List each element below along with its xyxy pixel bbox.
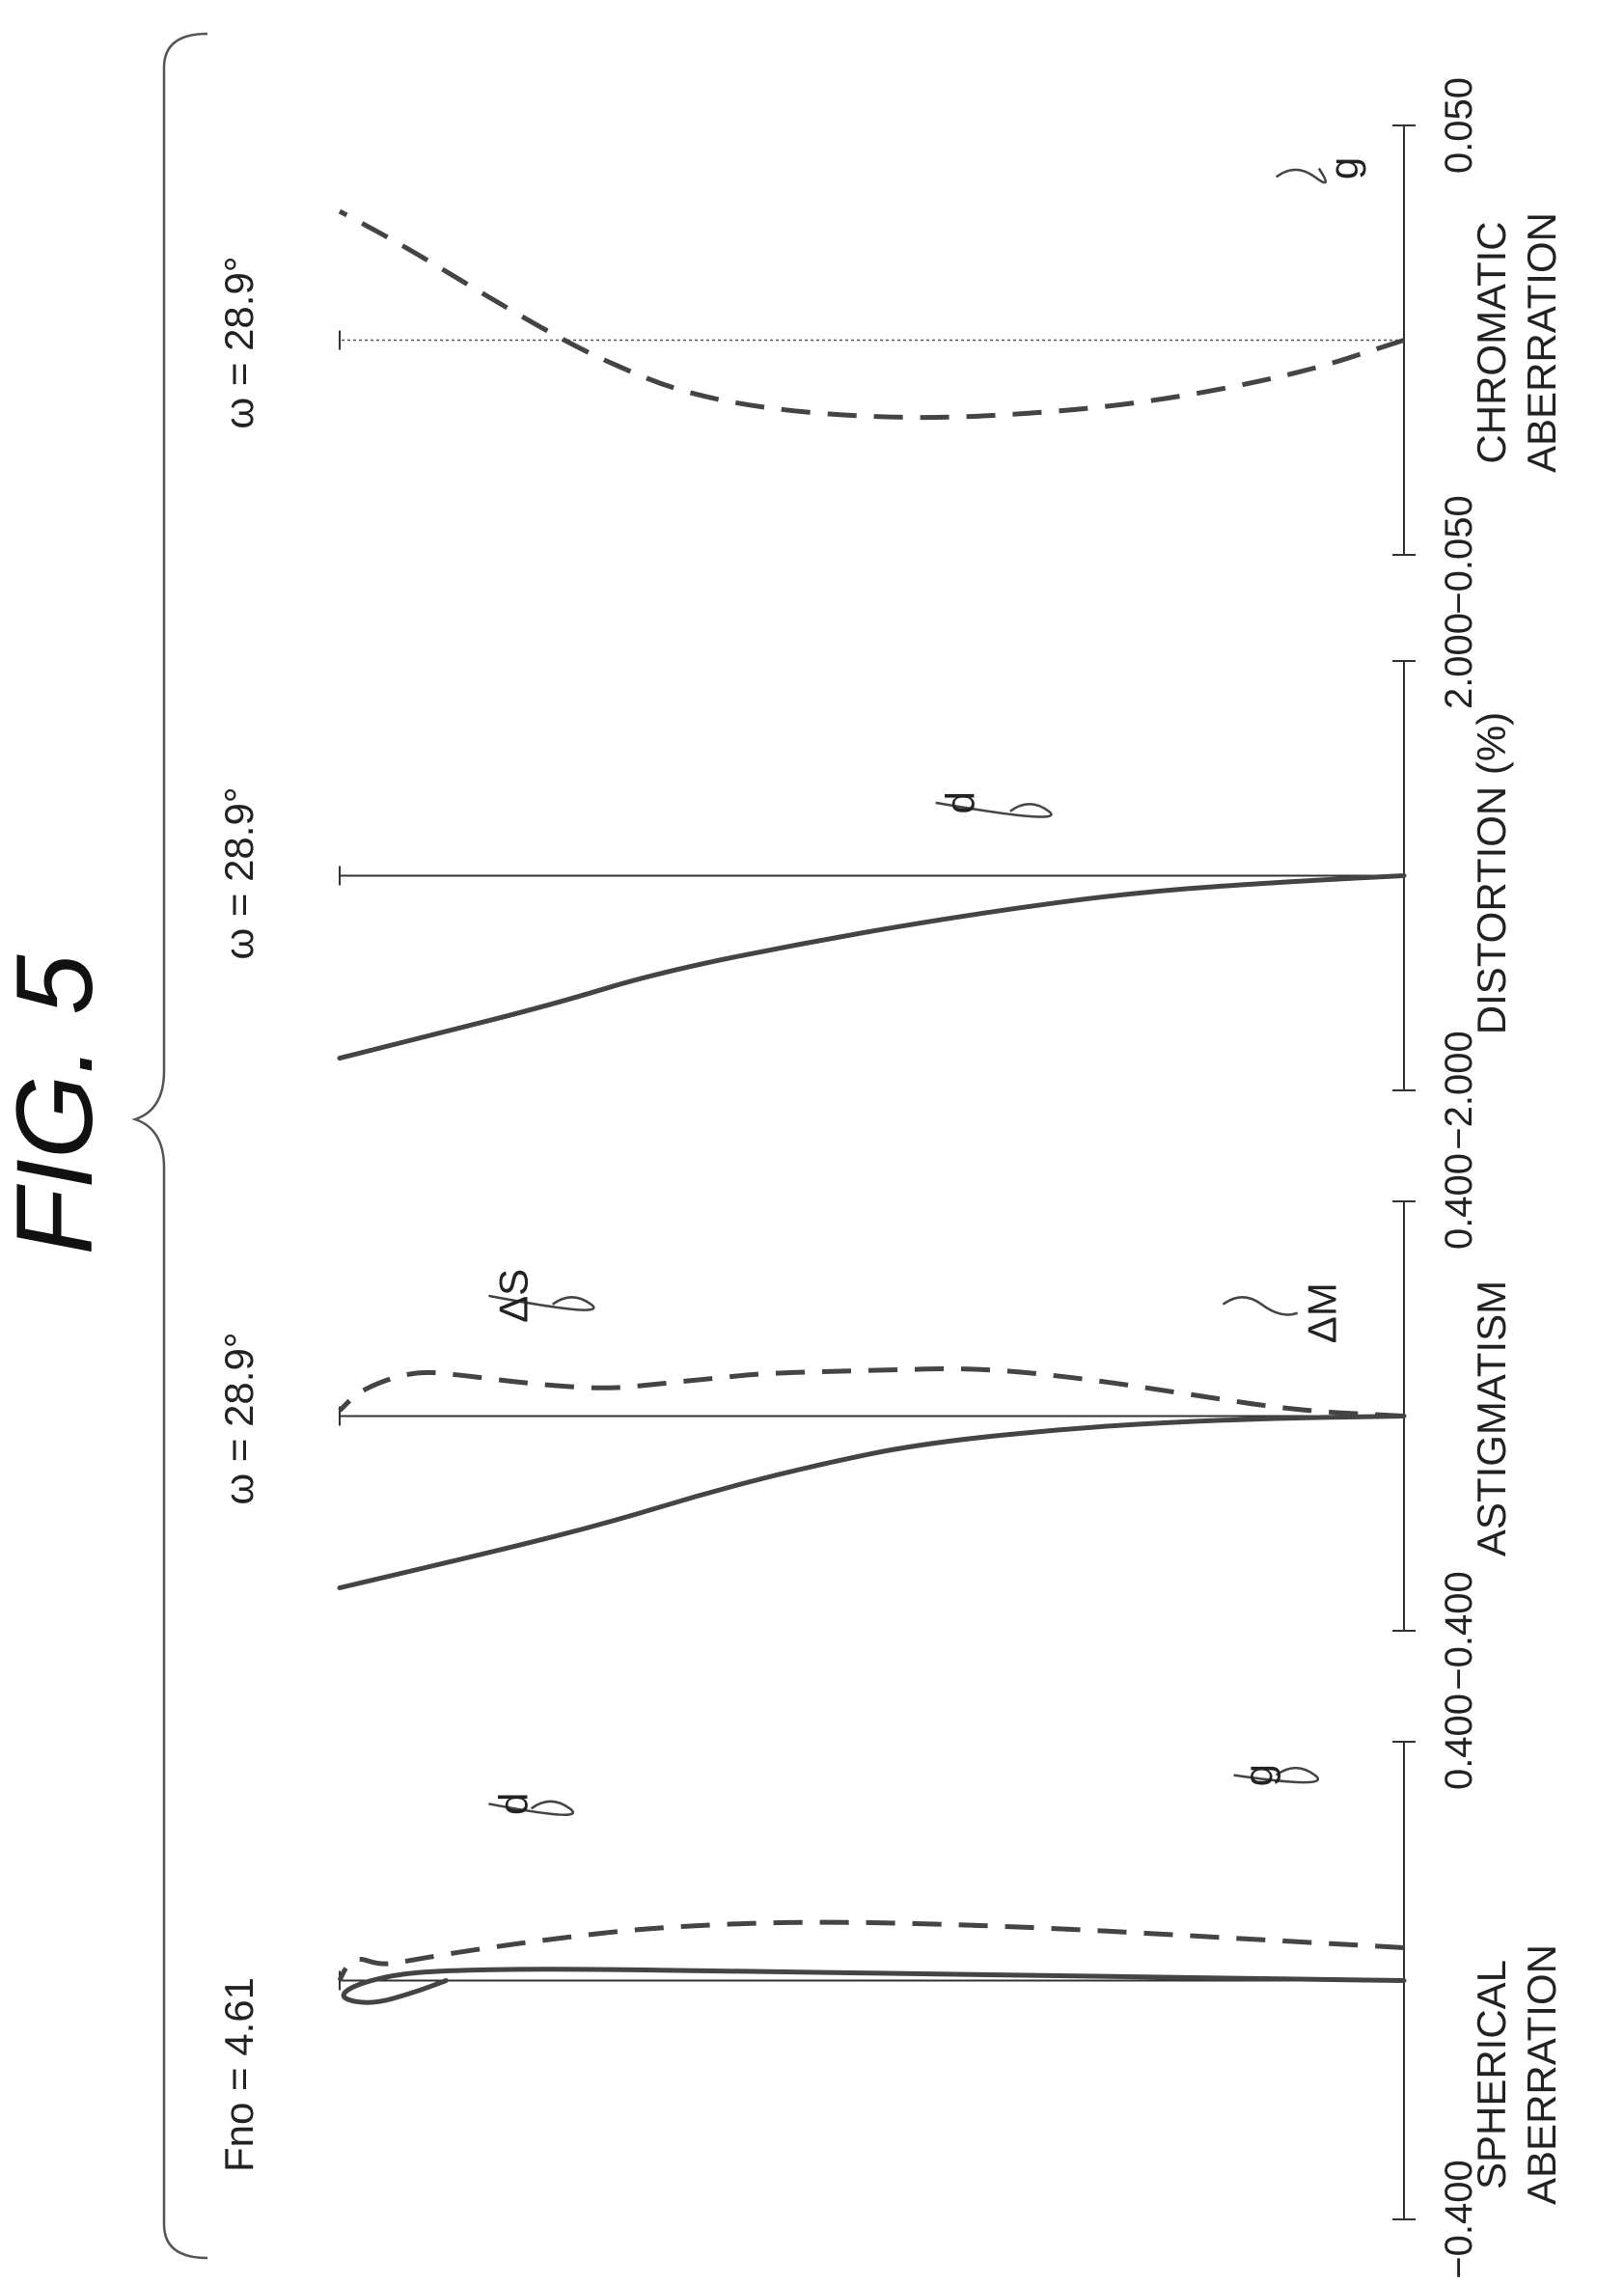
panel-title: ω = 28.9° — [216, 786, 261, 959]
panel-title: Fno = 4.61 — [216, 1977, 261, 2172]
curve-label: ΔM — [1300, 1282, 1345, 1343]
axis-name-line-1: CHROMATIC — [1469, 221, 1514, 463]
tick-label: 0.050 — [1438, 77, 1480, 174]
curve-label: ΔS — [490, 1269, 536, 1323]
series-curve-g — [337, 1919, 1405, 1982]
group-brace — [131, 32, 208, 2260]
curve-leader — [935, 801, 1053, 818]
curve-label: g — [1236, 1764, 1281, 1786]
panel-title: ω = 28.9° — [216, 256, 261, 428]
series-curve-d — [341, 1967, 1407, 2005]
curve-label: g — [1321, 157, 1366, 179]
series-curve-d — [337, 873, 1407, 1061]
tick-label: −0.400 — [1438, 1571, 1480, 1690]
axis-name: DISTORTION (%) — [1469, 712, 1514, 1034]
curve-label: d — [490, 1793, 536, 1815]
axis-name-line-2: ABERRATION — [1519, 212, 1564, 473]
panel-2: −0.400 0.400 ω = 28.9° ASTIGMATISM ΔS ΔM — [216, 1153, 1514, 1691]
curve-leader — [1233, 1766, 1320, 1784]
figure-title: FIG. 5 — [0, 954, 115, 1255]
axis-name: ASTIGMATISM — [1469, 1280, 1514, 1556]
axis-name-line-2: ABERRATION — [1519, 1944, 1564, 2205]
tick-label: 0.400 — [1438, 1693, 1480, 1790]
tick-label: 2.000 — [1438, 613, 1480, 709]
panel-3: −2.000 2.000 ω = 28.9° DISTORTION (%) d — [216, 613, 1514, 1150]
series-curve-g — [338, 208, 1405, 421]
curve-leader — [488, 1294, 595, 1311]
tick-label: 0.400 — [1438, 1153, 1480, 1250]
curve-label: d — [938, 791, 983, 813]
curve-leader — [1275, 167, 1327, 184]
curve-leader — [488, 1800, 574, 1816]
panel-1: −0.400 0.400 Fno = 4.61 SPHERICAL ABERRATION… — [216, 1693, 1564, 2279]
series-curve-ΔS — [337, 1414, 1407, 1590]
tick-label: −0.050 — [1438, 495, 1480, 614]
panel-4: −0.050 0.050 ω = 28.9° CHROMATIC ABERRATION g — [216, 77, 1564, 615]
series-curve-ΔM — [338, 1366, 1405, 1418]
tick-label: −0.400 — [1438, 2160, 1480, 2278]
panel-title: ω = 28.9° — [216, 1332, 261, 1504]
curve-leader — [1222, 1296, 1299, 1316]
tick-label: −2.000 — [1438, 1031, 1480, 1149]
axis-name-line-1: SPHERICAL — [1469, 1960, 1514, 2189]
